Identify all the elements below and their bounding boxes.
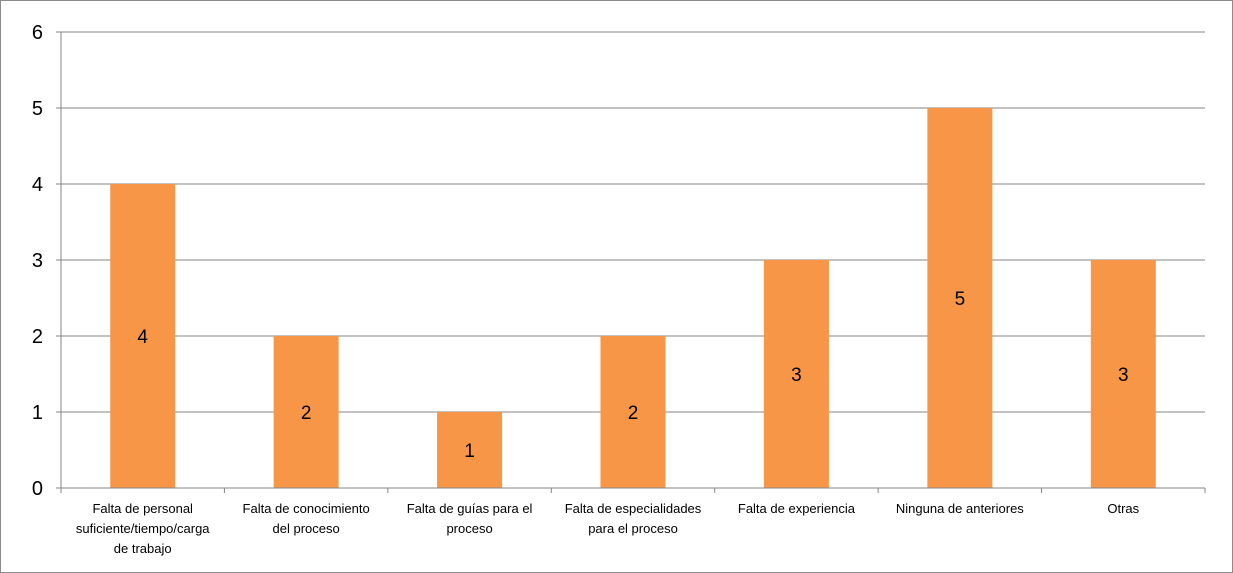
y-tick-label: 6: [32, 22, 43, 44]
category-label-line: de trabajo: [114, 541, 172, 556]
category-label-line: Otras: [1107, 501, 1139, 516]
category-label-line: del proceso: [273, 521, 340, 536]
y-tick-label: 4: [32, 174, 43, 196]
bar: [437, 412, 503, 488]
category-label-line: Falta de conocimiento: [243, 501, 370, 516]
category-label-line: Falta de guías para el: [407, 501, 533, 516]
bars: [110, 108, 1156, 488]
bar: [110, 184, 176, 488]
grid-lines: [61, 31, 1205, 413]
axes: [56, 31, 1206, 493]
category-label-line: suficiente/tiempo/carga: [76, 521, 210, 536]
data-label: 3: [1118, 365, 1129, 386]
category-label-line: Falta de personal: [92, 501, 193, 516]
bar: [763, 260, 829, 488]
category-label: Falta de experiencia: [738, 501, 856, 516]
y-tick-label: 5: [32, 98, 43, 120]
data-label: 4: [137, 327, 148, 348]
category-label: Ninguna de anteriores: [896, 501, 1024, 516]
bar: [600, 336, 666, 488]
data-label: 5: [955, 289, 966, 310]
y-tick-label: 1: [32, 402, 43, 424]
category-label-line: Ninguna de anteriores: [896, 501, 1024, 516]
bar: [273, 336, 339, 488]
y-tick-label: 3: [32, 250, 43, 272]
category-label: Falta de guías para el proceso: [407, 501, 533, 536]
data-label: 3: [791, 365, 802, 386]
category-label: Falta de especialidades para el proceso: [565, 501, 702, 536]
category-label: Falta de conocimiento del proceso: [243, 501, 370, 536]
data-label: 1: [464, 441, 475, 462]
category-label-line: proceso: [446, 521, 492, 536]
category-label-line: Falta de especialidades: [565, 501, 702, 516]
y-tick-label: 0: [32, 478, 43, 500]
data-label: 2: [301, 403, 312, 424]
category-label-line: Falta de experiencia: [738, 501, 856, 516]
y-tick-label: 2: [32, 326, 43, 348]
category-label: Falta de personal suficiente/tiempo/carga…: [76, 501, 210, 556]
category-label-line: para el proceso: [588, 521, 678, 536]
data-label: 2: [628, 403, 639, 424]
labels: 0 1 2 3 4 5 6 4 Falta de personal suficiente/tiem…: [32, 22, 1140, 556]
category-label: Otras: [1107, 501, 1139, 516]
bar: [927, 108, 993, 488]
bar: [1090, 260, 1156, 488]
